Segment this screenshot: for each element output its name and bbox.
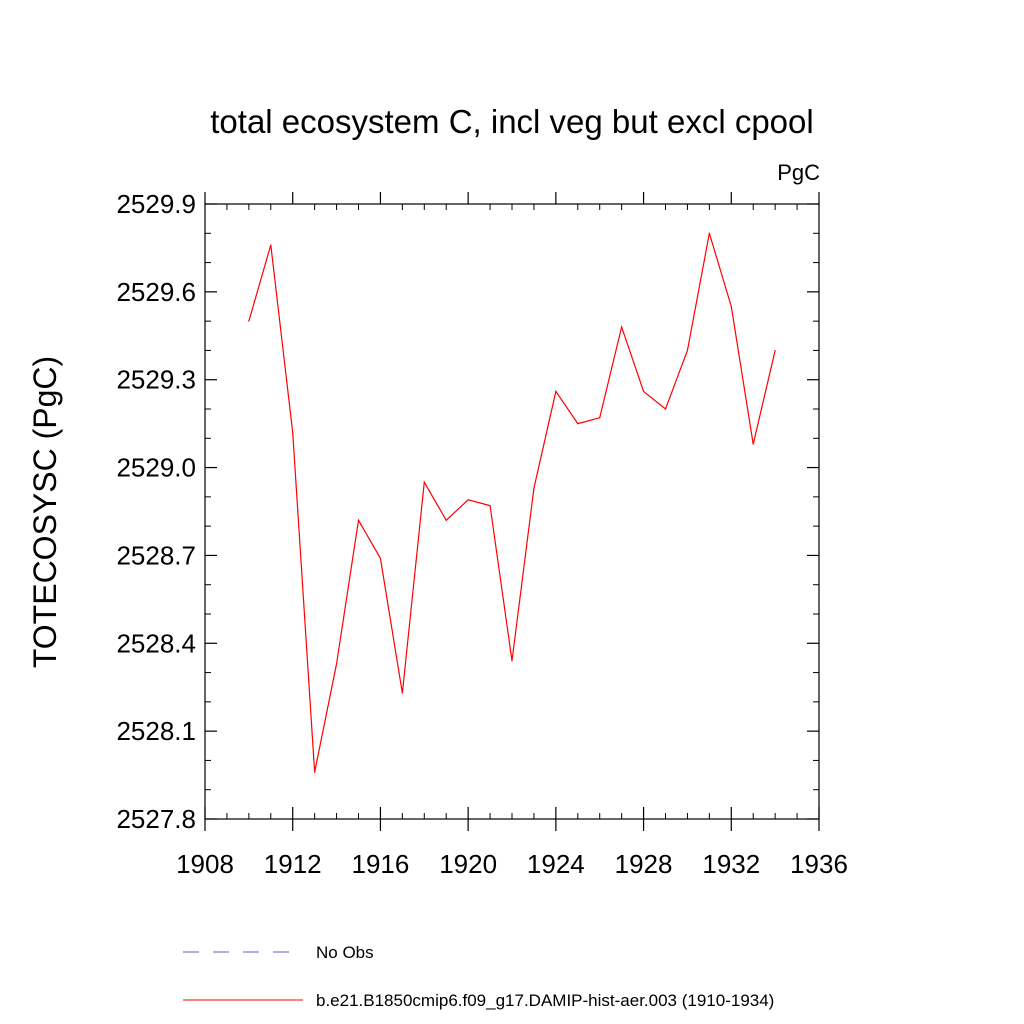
series-point (335, 663, 338, 665)
series-point (511, 660, 513, 662)
y-tick-label: 2529.0 (116, 453, 196, 483)
plot-frame (204, 203, 820, 820)
series-point (467, 499, 469, 501)
x-axis-ticks: 1908 1912 1916 1920 1924 1928 1932 1936 (176, 192, 848, 879)
y-axis-label: TOTECOSYSC (PgC) (27, 356, 63, 668)
x-tick-label: 1908 (176, 849, 234, 879)
series-point (401, 692, 403, 694)
series-point (752, 443, 754, 445)
x-tick-label: 1912 (264, 849, 322, 879)
series-point (423, 481, 425, 483)
y-tick-label: 2528.4 (116, 628, 196, 658)
series-point (577, 423, 579, 425)
x-tick-label: 1916 (352, 849, 410, 879)
y-tick-label: 2527.8 (116, 804, 196, 834)
series-point (270, 244, 272, 246)
x-tick-label: 1920 (439, 849, 497, 879)
series-point (533, 487, 535, 489)
y-tick-label: 2528.1 (116, 716, 196, 746)
series-point (248, 320, 250, 322)
x-tick-label: 1924 (527, 849, 585, 879)
series-point (730, 305, 732, 308)
series-point (664, 408, 667, 410)
y-tick-label: 2528.7 (116, 540, 196, 570)
y-axis-ticks: 2527.8 2528.1 2528.4 2528.7 2529.0 2529.3 2529… (116, 189, 819, 834)
x-tick-label: 1932 (702, 849, 760, 879)
series-point (379, 557, 382, 559)
series-point (357, 519, 360, 521)
series-point (686, 349, 689, 352)
series-point (621, 326, 623, 328)
y-tick-label: 2529.6 (116, 277, 196, 307)
series-point (314, 771, 316, 773)
legend-label: No Obs (316, 943, 374, 962)
series-point (445, 519, 447, 521)
x-tick-label: 1928 (615, 849, 673, 879)
series-point (599, 417, 601, 419)
y-tick-label: 2529.9 (116, 189, 196, 219)
series-point (555, 390, 557, 393)
legend: No Obs b.e21.B1850cmip6.f09_g17.DAMIP-his… (183, 943, 774, 1010)
series-point (292, 431, 294, 434)
series-point (489, 505, 491, 507)
x-tick-label: 1936 (790, 849, 848, 879)
series-line (248, 233, 776, 773)
series-point (774, 349, 776, 352)
series-layer (248, 232, 776, 773)
series-point (708, 232, 710, 234)
chart-title: total ecosystem C, incl veg but excl cpo… (210, 103, 813, 140)
units-label: PgC (777, 160, 820, 185)
y-tick-label: 2529.3 (116, 365, 196, 395)
series-point (642, 390, 645, 393)
legend-label: b.e21.B1850cmip6.f09_g17.DAMIP-hist-aer.… (316, 991, 774, 1010)
